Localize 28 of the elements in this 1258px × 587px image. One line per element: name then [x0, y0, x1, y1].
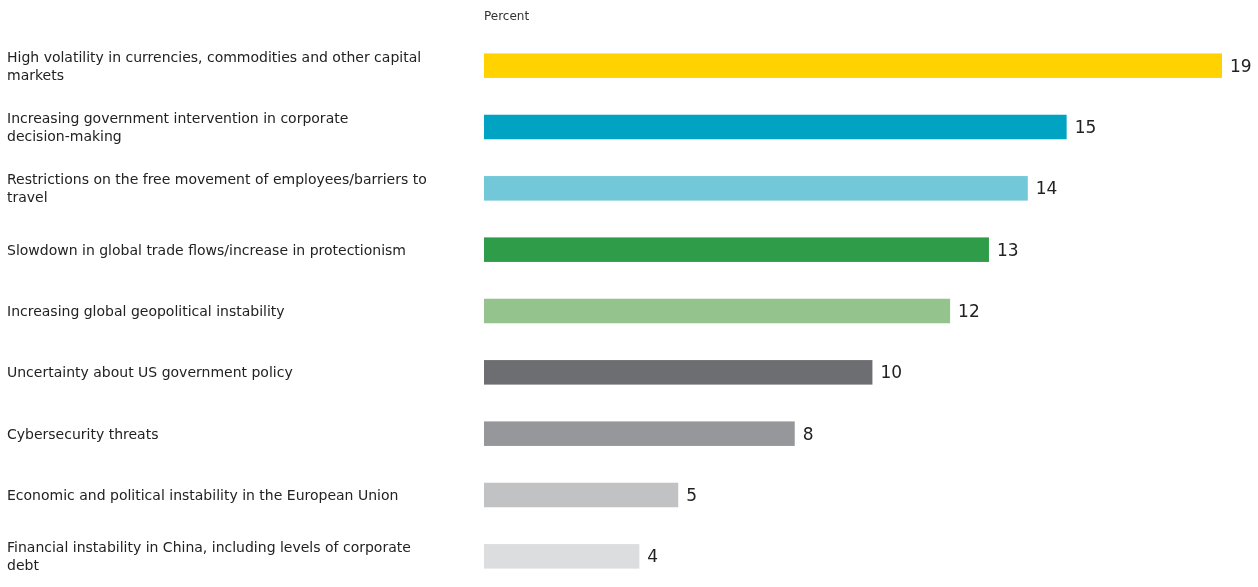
- bar: [484, 544, 640, 569]
- data-label: 4: [647, 546, 659, 567]
- bar: [484, 298, 951, 324]
- data-label: 13: [996, 239, 1019, 260]
- y-tick-label: Increasing global geopolitical instability: [7, 303, 285, 319]
- bar: [484, 360, 873, 385]
- y-tick-label: Restrictions on the free movement of employees/barriers to travel: [7, 171, 427, 206]
- bar: [484, 421, 795, 446]
- y-tick-label: High volatility in currencies, commodities and other capital markets: [7, 48, 422, 83]
- y-tick-label: Uncertainty about US government policy: [7, 364, 293, 381]
- y-tick-label: Economic and political instability in the European Union: [7, 487, 399, 503]
- y-tick-label: Financial instability in China, including levels of corporate debt: [7, 539, 411, 574]
- y-tick-label: Slowdown in global trade flows/increase in protectionism: [7, 241, 407, 258]
- data-label: 5: [686, 484, 698, 505]
- data-label: 15: [1074, 116, 1097, 137]
- y-tick-label: Increasing government intervention in corporate decision-making: [7, 110, 349, 144]
- data-label: 8: [802, 423, 814, 444]
- bar: [484, 482, 679, 508]
- data-label: 19: [1230, 55, 1252, 76]
- bar: [484, 237, 989, 262]
- bar: [484, 114, 1067, 140]
- bar: [484, 53, 1222, 78]
- x-axis-title: Percent: [484, 9, 530, 23]
- data-label: 14: [1035, 178, 1058, 199]
- data-label: 10: [880, 362, 903, 383]
- data-label: 12: [958, 300, 980, 321]
- bar: [484, 176, 1028, 201]
- y-tick-label: Cybersecurity threats: [7, 425, 159, 442]
